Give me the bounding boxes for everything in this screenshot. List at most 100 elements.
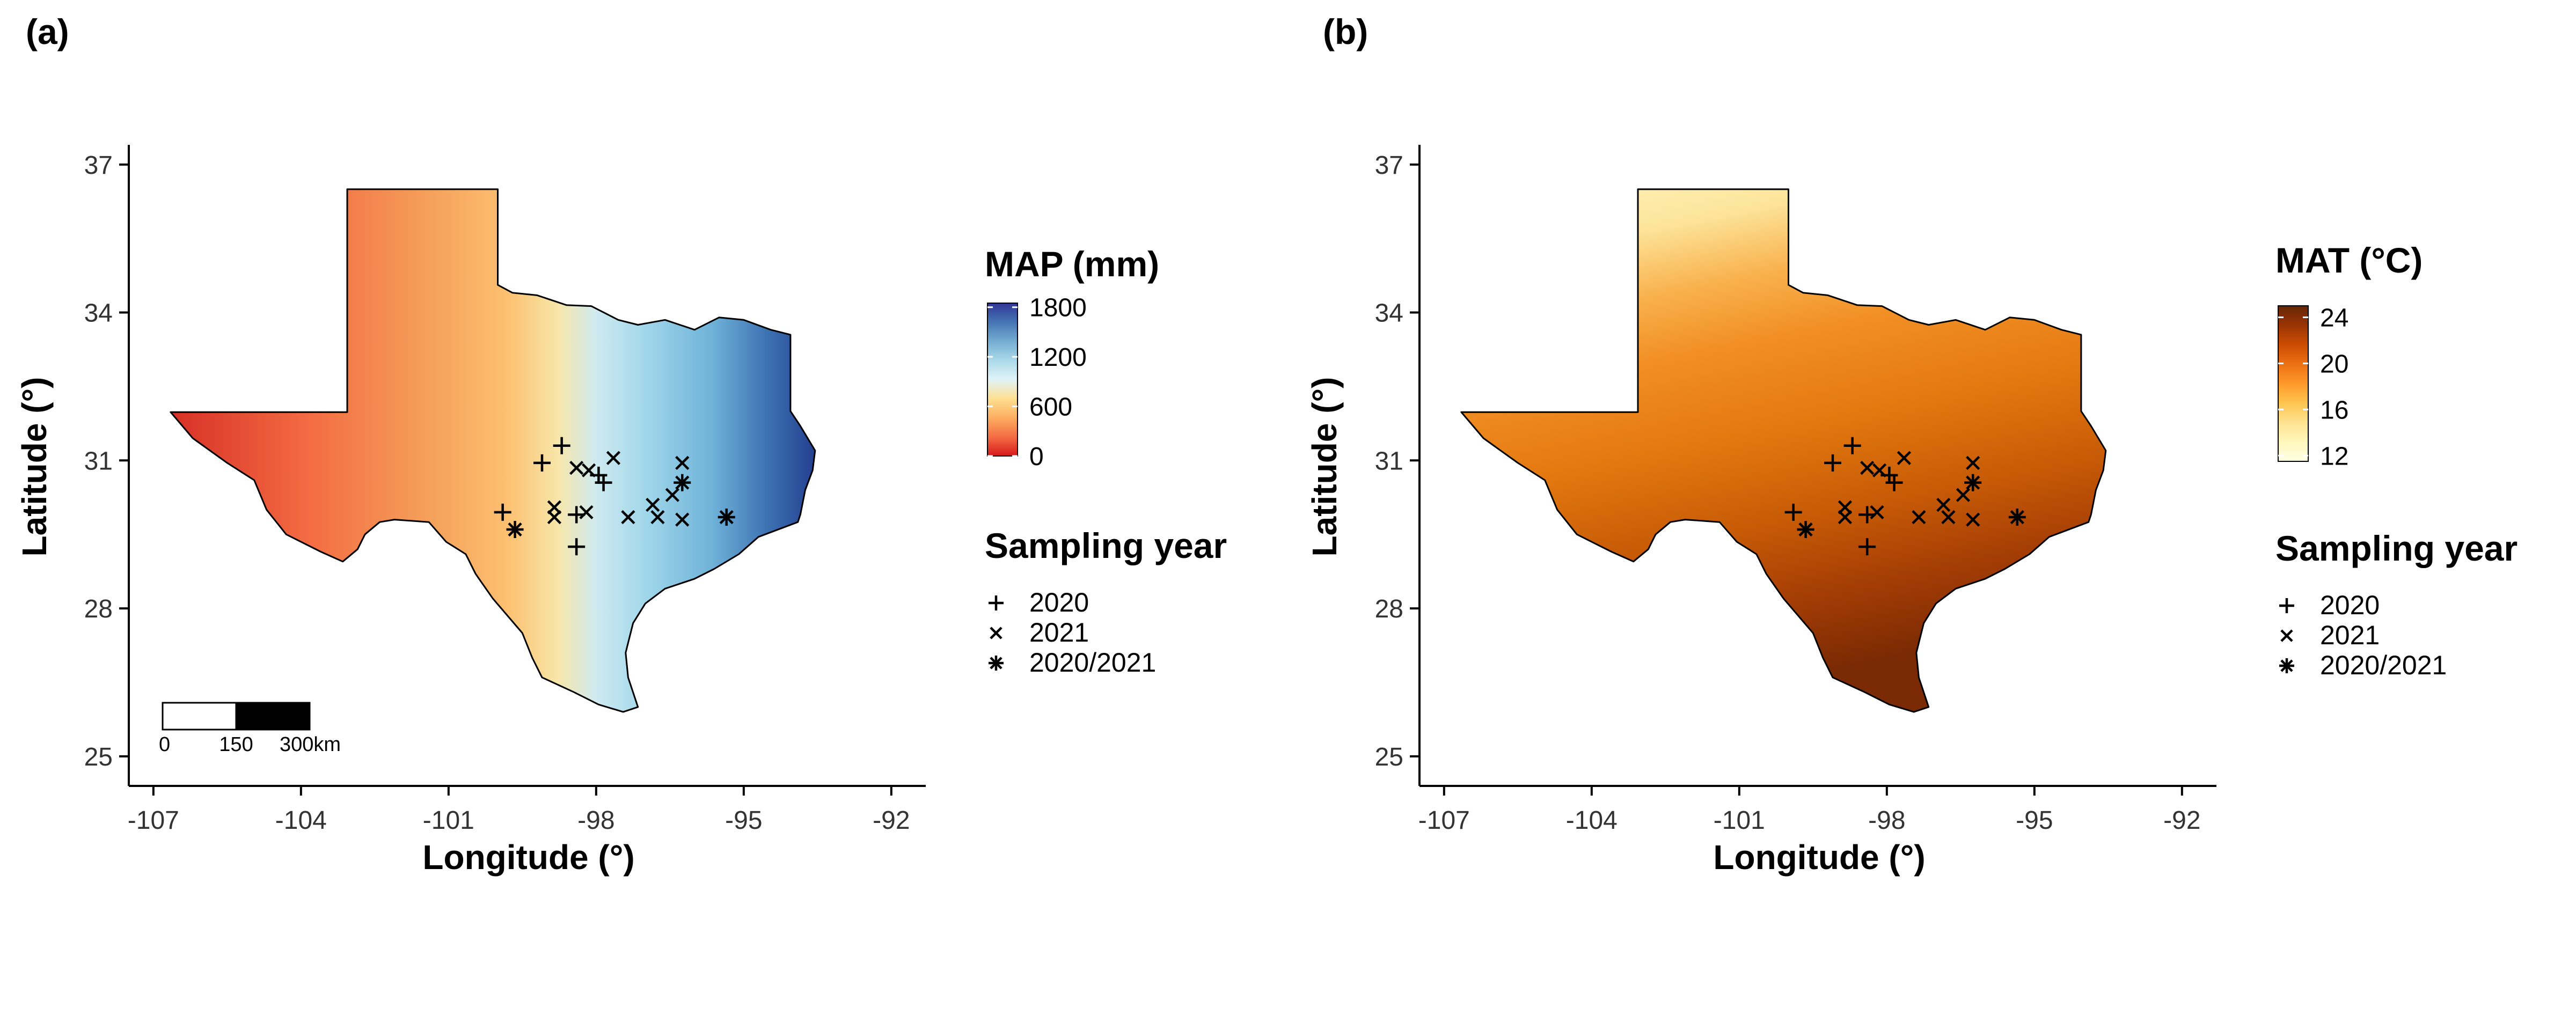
site-markers-b	[1784, 437, 2026, 556]
colorbar-tick-label: 1200	[1029, 343, 1087, 372]
legend-symbol-3	[989, 656, 1004, 671]
x-tick-label: -104	[1566, 806, 1618, 835]
site-marker-2020-2021	[1797, 521, 1814, 538]
y-tick-label: 37	[84, 151, 113, 180]
site-marker-2021	[547, 510, 562, 525]
color-legend-title-a: MAP (mm)	[985, 244, 1159, 284]
y-tick-label: 31	[84, 447, 113, 475]
site-marker-2020-2021	[1964, 474, 1982, 491]
legend-entry-label: 2020	[1029, 587, 1089, 617]
legend-symbol-1	[2279, 598, 2294, 613]
x-tick-label: -101	[423, 806, 474, 835]
site-marker-2020	[533, 454, 551, 472]
y-tick-label: 28	[1375, 595, 1403, 623]
axes-a: -107 -104 -101 -98 -95 -92 25 28 31 34 37	[84, 145, 926, 835]
site-marker-2021	[579, 505, 594, 519]
y-tick-label: 25	[1375, 743, 1403, 771]
y-tick-label: 34	[1375, 299, 1403, 328]
site-marker-2021	[1897, 451, 1912, 465]
scale-bar-black-segment	[235, 702, 311, 731]
x-tick-label: -98	[577, 806, 614, 835]
panel-label-a: (a)	[26, 12, 69, 52]
colorbar-tick-label: 600	[1029, 393, 1072, 422]
x-axis-title-b: Longitude (°)	[1713, 838, 1925, 877]
x-tick-label: -107	[1418, 806, 1470, 835]
site-markers-a	[494, 437, 735, 556]
y-tick-label: 34	[84, 299, 113, 328]
site-marker-2020	[595, 474, 612, 491]
x-tick-label: -92	[873, 806, 910, 835]
site-marker-2021	[621, 510, 635, 525]
legend-symbol-2	[990, 627, 1002, 639]
colorbar-ramp	[2278, 305, 2309, 462]
texas-outline	[170, 188, 816, 713]
legend-entry-label: 2020/2021	[1029, 648, 1156, 678]
site-marker-2020	[553, 437, 570, 454]
legend-symbol-3	[2279, 658, 2294, 673]
legend-entry-label: 2020	[2320, 590, 2380, 620]
sampling-year-legend-title: Sampling year	[2275, 528, 2518, 568]
site-marker-2021	[1912, 510, 1926, 525]
x-tick-label: -95	[2016, 806, 2053, 835]
x-tick-label: -98	[1868, 806, 1905, 835]
x-tick-label: -101	[1714, 806, 1765, 835]
colorbar-tick-label: 1800	[1029, 294, 1087, 322]
color-legend-title-b: MAT (°C)	[2275, 240, 2423, 280]
site-marker-2020-2021	[718, 509, 735, 526]
colorbar-b: 24 20 16 12	[2278, 304, 2348, 470]
site-marker-2020	[1843, 437, 1861, 454]
legend-entry-label: 2021	[1029, 617, 1089, 648]
site-marker-2021	[1860, 460, 1875, 475]
scale-bar-white-segment	[162, 702, 237, 731]
site-marker-2021	[581, 463, 596, 477]
site-marker-2021	[606, 451, 621, 465]
colorbar-tick-label: 24	[2320, 304, 2348, 332]
site-marker-2020	[1858, 538, 1876, 556]
site-marker-2020-2021	[2008, 509, 2026, 526]
scale-bar-label-150: 150	[219, 733, 253, 756]
site-marker-2021	[1872, 463, 1887, 477]
site-marker-2021	[650, 510, 665, 525]
texas-map-b	[1460, 188, 2107, 713]
x-tick-label: -107	[128, 806, 179, 835]
site-marker-2020	[1784, 503, 1802, 521]
y-tick-label: 25	[84, 743, 113, 771]
legend-entry-label: 2021	[2320, 620, 2380, 650]
texas-outline	[1460, 188, 2107, 713]
legend-symbol-1	[989, 595, 1004, 610]
map-panel-b: -107 -104 -101 -98 -95 -92 25 28 31 34 37 Longitud…	[1305, 145, 2518, 877]
scale-bar-label-0: 0	[159, 733, 170, 756]
legend-entry-label: 2020/2021	[2320, 650, 2447, 680]
y-tick-label: 31	[1375, 447, 1403, 475]
site-marker-2021	[1838, 510, 1853, 525]
site-marker-2020	[494, 503, 511, 521]
site-marker-2021	[665, 488, 680, 502]
colorbar-tick-label: 0	[1029, 443, 1044, 471]
axes-b: -107 -104 -101 -98 -95 -92 25 28 31 34 37	[1375, 145, 2216, 835]
site-marker-2021	[675, 512, 690, 527]
x-axis-title-a: Longitude (°)	[422, 838, 634, 877]
map-panel-a: -107 -104 -101 -98 -95 -92 25 28 31 34 37 Longitud…	[15, 145, 1227, 877]
site-marker-2021	[646, 497, 660, 512]
site-marker-2021	[569, 460, 584, 475]
site-marker-2020	[1824, 454, 1841, 472]
y-tick-label: 28	[84, 595, 113, 623]
x-tick-label: -104	[275, 806, 327, 835]
panel-label-b: (b)	[1323, 12, 1368, 52]
y-axis-title-b: Latitude (°)	[1305, 377, 1344, 557]
site-marker-2020	[568, 538, 586, 556]
site-marker-2020-2021	[506, 521, 524, 538]
site-marker-2021	[1956, 488, 1971, 502]
y-tick-label: 37	[1375, 151, 1403, 180]
scale-bar-label-300km: 300km	[280, 733, 341, 756]
colorbar-ramp	[987, 303, 1018, 457]
y-axis-title-a: Latitude (°)	[15, 377, 54, 557]
site-marker-2021	[1966, 455, 1980, 470]
colorbar-tick-label: 16	[2320, 396, 2348, 424]
site-marker-2021	[1966, 512, 1980, 527]
colorbar-tick-label: 12	[2320, 442, 2348, 470]
colorbar-tick-label: 20	[2320, 350, 2348, 378]
sampling-year-legend-title: Sampling year	[985, 526, 1227, 565]
